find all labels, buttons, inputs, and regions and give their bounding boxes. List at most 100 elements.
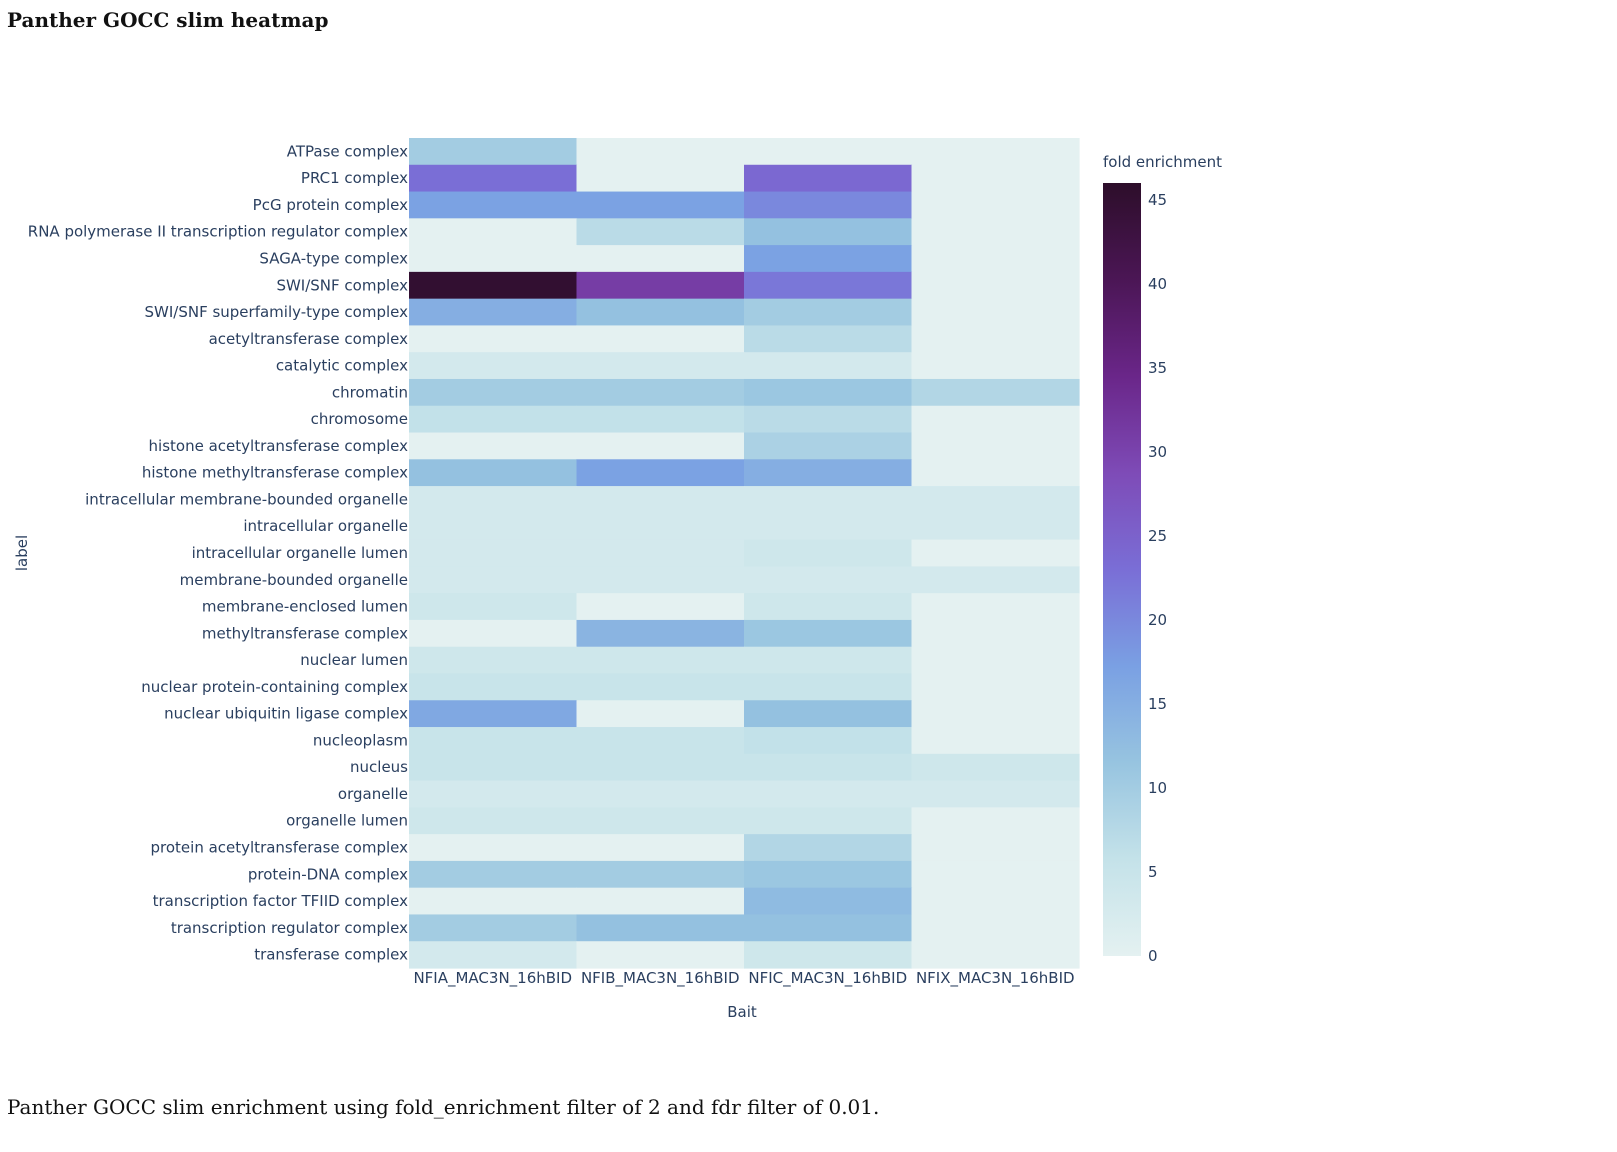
heatmap-cell <box>911 566 1080 594</box>
heatmap-cell <box>409 619 578 648</box>
heatmap-cell <box>576 512 745 541</box>
heatmap-cell <box>576 619 745 648</box>
x-axis-title: Bait <box>727 1003 757 1021</box>
heatmap-cell <box>911 727 1080 755</box>
y-tick-label: transcription regulator complex <box>171 919 408 937</box>
heatmap-plot-area <box>409 138 1080 969</box>
heatmap-cell <box>576 780 745 808</box>
heatmap-cell <box>911 887 1080 916</box>
heatmap-cell <box>744 941 913 969</box>
colorbar-tick-label: 45 <box>1148 191 1167 209</box>
heatmap-cell <box>911 780 1080 808</box>
y-tick-label: nuclear lumen <box>300 651 408 669</box>
heatmap-cell <box>409 860 578 889</box>
heatmap-cell <box>576 914 745 942</box>
heatmap-cell <box>576 593 745 621</box>
heatmap-cell <box>409 807 578 835</box>
heatmap-cell <box>409 753 578 782</box>
heatmap-cell <box>744 459 913 487</box>
heatmap-cell <box>911 138 1080 166</box>
heatmap-cell <box>911 486 1080 514</box>
heatmap-cell <box>911 593 1080 621</box>
heatmap-cell <box>911 619 1080 648</box>
y-tick-label: acetyltransferase complex <box>209 330 409 348</box>
heatmap-cell <box>744 914 913 942</box>
heatmap-cell <box>409 941 578 969</box>
heatmap-cell <box>911 807 1080 835</box>
y-tick-label: SWI/SNF superfamily-type complex <box>145 303 409 321</box>
heatmap-cell <box>576 164 745 193</box>
heatmap-cell <box>744 673 913 701</box>
heatmap-cell <box>744 780 913 808</box>
heatmap-cell <box>911 753 1080 782</box>
heatmap-cell <box>744 245 913 273</box>
heatmap-cell <box>744 352 913 380</box>
colorbar-tick-label: 0 <box>1148 947 1158 965</box>
heatmap-cell <box>744 834 913 862</box>
y-tick-label: histone acetyltransferase complex <box>149 437 409 455</box>
heatmap-cell <box>409 271 578 300</box>
heatmap-cell <box>409 405 578 434</box>
heatmap-cell <box>576 860 745 889</box>
y-tick-label: SWI/SNF complex <box>276 276 408 294</box>
y-tick-label: PcG protein complex <box>253 196 408 214</box>
heatmap-cell <box>576 673 745 701</box>
y-tick-label: RNA polymerase II transcription regulato… <box>28 223 408 241</box>
heatmap-cell <box>911 352 1080 380</box>
heatmap-cell <box>576 459 745 487</box>
heatmap-cell <box>576 378 745 407</box>
heatmap-cell <box>409 887 578 916</box>
heatmap-cell <box>911 325 1080 353</box>
heatmap-cell <box>744 325 913 353</box>
heatmap-cell <box>744 539 913 567</box>
heatmap-cell <box>911 218 1080 246</box>
heatmap-cell <box>576 807 745 835</box>
heatmap-cell <box>576 887 745 916</box>
heatmap-cell <box>409 780 578 808</box>
heatmap-cell <box>409 486 578 514</box>
heatmap-cell <box>911 271 1080 300</box>
y-tick-label: chromatin <box>332 383 408 401</box>
heatmap-cell <box>911 432 1080 460</box>
colorbar-tick-labels: 0 5 10 15 20 25 30 35 40 45 <box>1148 191 1167 965</box>
heatmap-cell <box>744 432 913 460</box>
heatmap-cell <box>576 432 745 460</box>
heatmap-cell <box>911 298 1080 327</box>
heatmap-cell <box>911 459 1080 487</box>
y-tick-label: intracellular organelle lumen <box>192 544 408 562</box>
heatmap-cell <box>744 138 913 166</box>
heatmap-cell <box>409 566 578 594</box>
y-tick-label: nucleoplasm <box>313 731 408 749</box>
heatmap-cell <box>744 218 913 246</box>
heatmap-cell <box>744 378 913 407</box>
y-tick-label: ATPase complex <box>287 142 408 160</box>
heatmap-cell <box>409 245 578 273</box>
heatmap-cell <box>911 646 1080 675</box>
heatmap-cell <box>409 673 578 701</box>
heatmap-cell <box>744 753 913 782</box>
heatmap-cell <box>744 191 913 219</box>
y-tick-labels: ATPase complex PRC1 complex PcG protein co… <box>28 142 408 963</box>
heatmap-cell <box>409 727 578 755</box>
heatmap-cell <box>576 941 745 969</box>
y-tick-label: chromosome <box>311 410 408 428</box>
heatmap-cell <box>911 378 1080 407</box>
colorbar-gradient <box>1103 183 1141 956</box>
y-tick-label: protein acetyltransferase complex <box>151 839 409 857</box>
y-tick-label: protein-DNA complex <box>248 865 408 883</box>
heatmap-cell <box>409 700 578 728</box>
y-tick-label: nuclear protein-containing complex <box>141 678 408 696</box>
heatmap-cell <box>409 593 578 621</box>
heatmap-cell <box>409 218 578 246</box>
page-title: Panther GOCC slim heatmap <box>7 8 329 32</box>
y-tick-label: histone methyltransferase complex <box>142 464 408 482</box>
heatmap-cell <box>576 405 745 434</box>
heatmap-cell <box>409 164 578 193</box>
colorbar-tick-label: 5 <box>1148 863 1158 881</box>
heatmap-cell <box>744 646 913 675</box>
heatmap-cell <box>409 325 578 353</box>
heatmap-cell <box>744 727 913 755</box>
heatmap-cell <box>576 138 745 166</box>
colorbar-tick-label: 30 <box>1148 443 1167 461</box>
